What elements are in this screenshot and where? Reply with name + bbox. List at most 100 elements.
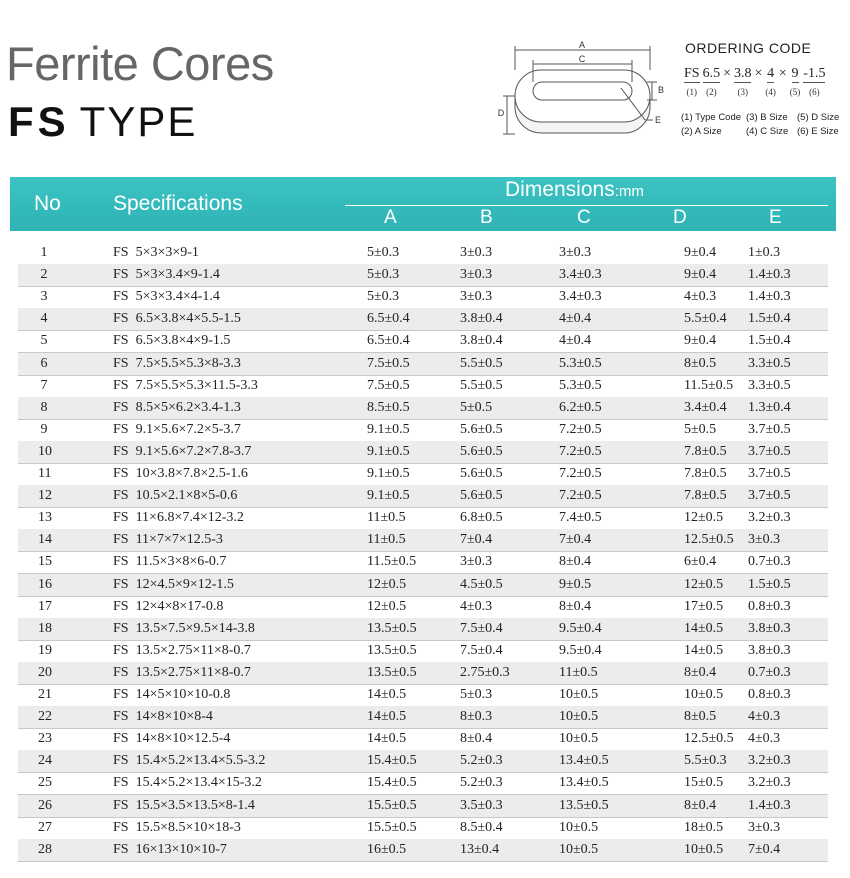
dimension: 4±0.4	[559, 311, 592, 327]
dimension: 5.6±0.5	[460, 443, 503, 459]
dimension: 7.2±0.5	[559, 466, 602, 481]
dimension: 1.4±0.3	[748, 267, 791, 283]
core-diagram: A C B D E	[498, 40, 664, 135]
table-row: 14 FS 11×7×7×12.5-3 11±0.5 7±0.4 7±0.4 12.5±0…	[18, 529, 828, 553]
dimension: 9.1±0.5	[367, 421, 410, 437]
unit: :mm	[614, 183, 644, 200]
table-row: 17 FS 12×4×8×17-0.8 12±0.5 4±0.3 8±0.4 17±0.5…	[18, 596, 828, 619]
code-index: (2)	[706, 87, 717, 97]
spec: FS 5×3×3×9-1	[113, 245, 199, 260]
dimension: 6.8±0.5	[460, 510, 503, 526]
dimension: 3±0.3	[748, 532, 781, 548]
spec: FS 9.1×5.6×7.2×5-3.7	[113, 421, 241, 437]
dimension: 12±0.5	[367, 576, 407, 592]
code-index: (1)	[686, 87, 698, 97]
spec: FS 13.5×7.5×9.5×14-3.8	[113, 620, 255, 636]
dimension: 5±0.3	[460, 687, 493, 702]
dimension: 8±0.5	[684, 355, 717, 371]
spec: FS 5×3×3.4×9-1.4	[113, 267, 220, 283]
row-number: 6	[40, 355, 48, 371]
dimension: 3.7±0.5	[748, 488, 791, 504]
dimension: 3.8±0.3	[748, 620, 791, 636]
dimension: 10±0.5	[684, 841, 724, 857]
dimension: 14±0.5	[367, 687, 407, 702]
table-row: 28 FS 16×13×10×10-7 16±0.5 13±0.4 10±0.5 10±0…	[18, 838, 828, 862]
dimension: 0.7±0.3	[748, 664, 791, 680]
dimension: 5.6±0.5	[460, 466, 503, 481]
dimension: 9.5±0.4	[559, 642, 602, 658]
dimension: 13.5±0.5	[559, 797, 609, 813]
dimension: 11±0.5	[367, 532, 406, 548]
dimension: 3.3±0.5	[748, 377, 791, 393]
dimension: 1.4±0.3	[748, 797, 791, 813]
spec: FS 15.5×8.5×10×18-3	[113, 819, 241, 835]
dimension: 13.5±0.5	[367, 664, 417, 680]
table-row: 19 FS 13.5×2.75×11×8-0.7 13.5±0.5 7.5±0.4 9.…	[18, 640, 828, 663]
col-header: B	[480, 207, 493, 228]
row-number: 12	[38, 488, 52, 504]
code-segment: 9 (5)	[790, 66, 801, 97]
spec: FS 10.5×2.1×8×5-0.6	[113, 488, 238, 504]
spec: FS 7.5×5.5×5.3×8-3.3	[113, 355, 241, 371]
dimension: 3±0.3	[460, 554, 493, 570]
dimensions: Dimensions	[505, 178, 615, 201]
dimension: 3.2±0.3	[748, 775, 791, 791]
dimension: 8±0.4	[684, 797, 717, 813]
row-number: 23	[38, 731, 52, 747]
table-row: 10 FS 9.1×5.6×7.2×7.8-3.7 9.1±0.5 5.6±0.5 7.…	[18, 440, 828, 464]
table-row: 25 FS 15.4×5.2×13.4×15-3.2 15.4±0.5 5.2±0.3…	[18, 772, 828, 796]
code-text: -1.5	[803, 66, 826, 83]
dimension: 5.5±0.5	[460, 355, 503, 371]
row-number: 11	[38, 466, 52, 481]
dimension: 16±0.5	[367, 841, 407, 857]
table-row: 23 FS 14×8×10×12.5-4 14±0.5 8±0.4 10±0.5 12.5…	[18, 728, 828, 752]
code-text: 6.5	[702, 66, 721, 83]
legend-item: (4) C Size	[746, 126, 789, 137]
table-header	[10, 177, 836, 231]
dimension: 10±0.5	[559, 731, 599, 747]
row-number: 5	[40, 333, 48, 349]
dimension: 5.6±0.5	[460, 488, 503, 504]
dimension: 3.2±0.3	[748, 510, 791, 526]
code-index: (3)	[737, 87, 748, 97]
dimension: 15.5±0.5	[367, 797, 417, 813]
table-row: 21 FS 14×5×10×10-0.8 14±0.5 5±0.3 10±0.5 10±0…	[18, 684, 828, 707]
dimension: 18±0.5	[684, 819, 724, 835]
dimension: 4±0.4	[559, 333, 592, 349]
dimension: 3±0.3	[460, 267, 493, 283]
spec: FS 14×8×10×12.5-4	[113, 731, 231, 747]
dimension: 7.8±0.5	[684, 488, 727, 504]
dimension: 10±0.5	[559, 687, 599, 702]
dimension: 12±0.5	[367, 598, 407, 614]
dimension: 15±0.5	[684, 775, 724, 791]
dim-label: C	[579, 54, 586, 64]
dimension: 1.4±0.3	[748, 289, 791, 305]
dimension: 15.4±0.5	[367, 775, 417, 791]
dimension: 5±0.3	[367, 289, 400, 305]
header-divider	[345, 205, 828, 206]
dimension: 5.2±0.3	[460, 753, 503, 769]
code-text: ×	[754, 66, 763, 81]
dimension: 5.3±0.5	[559, 355, 602, 371]
dimension: 11±0.5	[559, 664, 598, 680]
spec: FS 7.5×5.5×5.3×11.5-3.3	[113, 377, 258, 393]
table-row: 1 FS 5×3×3×9-1 5±0.3 3±0.3 3±0.3 9±0.4 1±0.3	[18, 242, 828, 265]
code-text: 4	[767, 66, 775, 83]
dimension: 14±0.5	[684, 642, 724, 658]
dimension: 17±0.5	[684, 598, 724, 614]
dimension: 5.5±0.5	[460, 377, 503, 393]
col-header: A	[384, 207, 397, 228]
dimension: 5.5±0.3	[684, 753, 727, 769]
type-word: TYPE	[79, 98, 198, 145]
row-number: 2	[40, 267, 48, 283]
dimension: 3.4±0.3	[559, 267, 602, 283]
dimension: 6.5±0.4	[367, 311, 410, 327]
dimension: 4.5±0.5	[460, 576, 503, 592]
dimension: 0.8±0.3	[748, 687, 791, 702]
dimension: 0.7±0.3	[748, 554, 791, 570]
code-index: (4)	[765, 87, 776, 97]
dimension: 11.5±0.5	[684, 377, 734, 393]
table-row: 6 FS 7.5×5.5×5.3×8-3.3 7.5±0.5 5.5±0.5 5.3±0…	[18, 352, 828, 376]
dimension: 7.2±0.5	[559, 421, 602, 437]
row-number: 24	[38, 753, 52, 769]
